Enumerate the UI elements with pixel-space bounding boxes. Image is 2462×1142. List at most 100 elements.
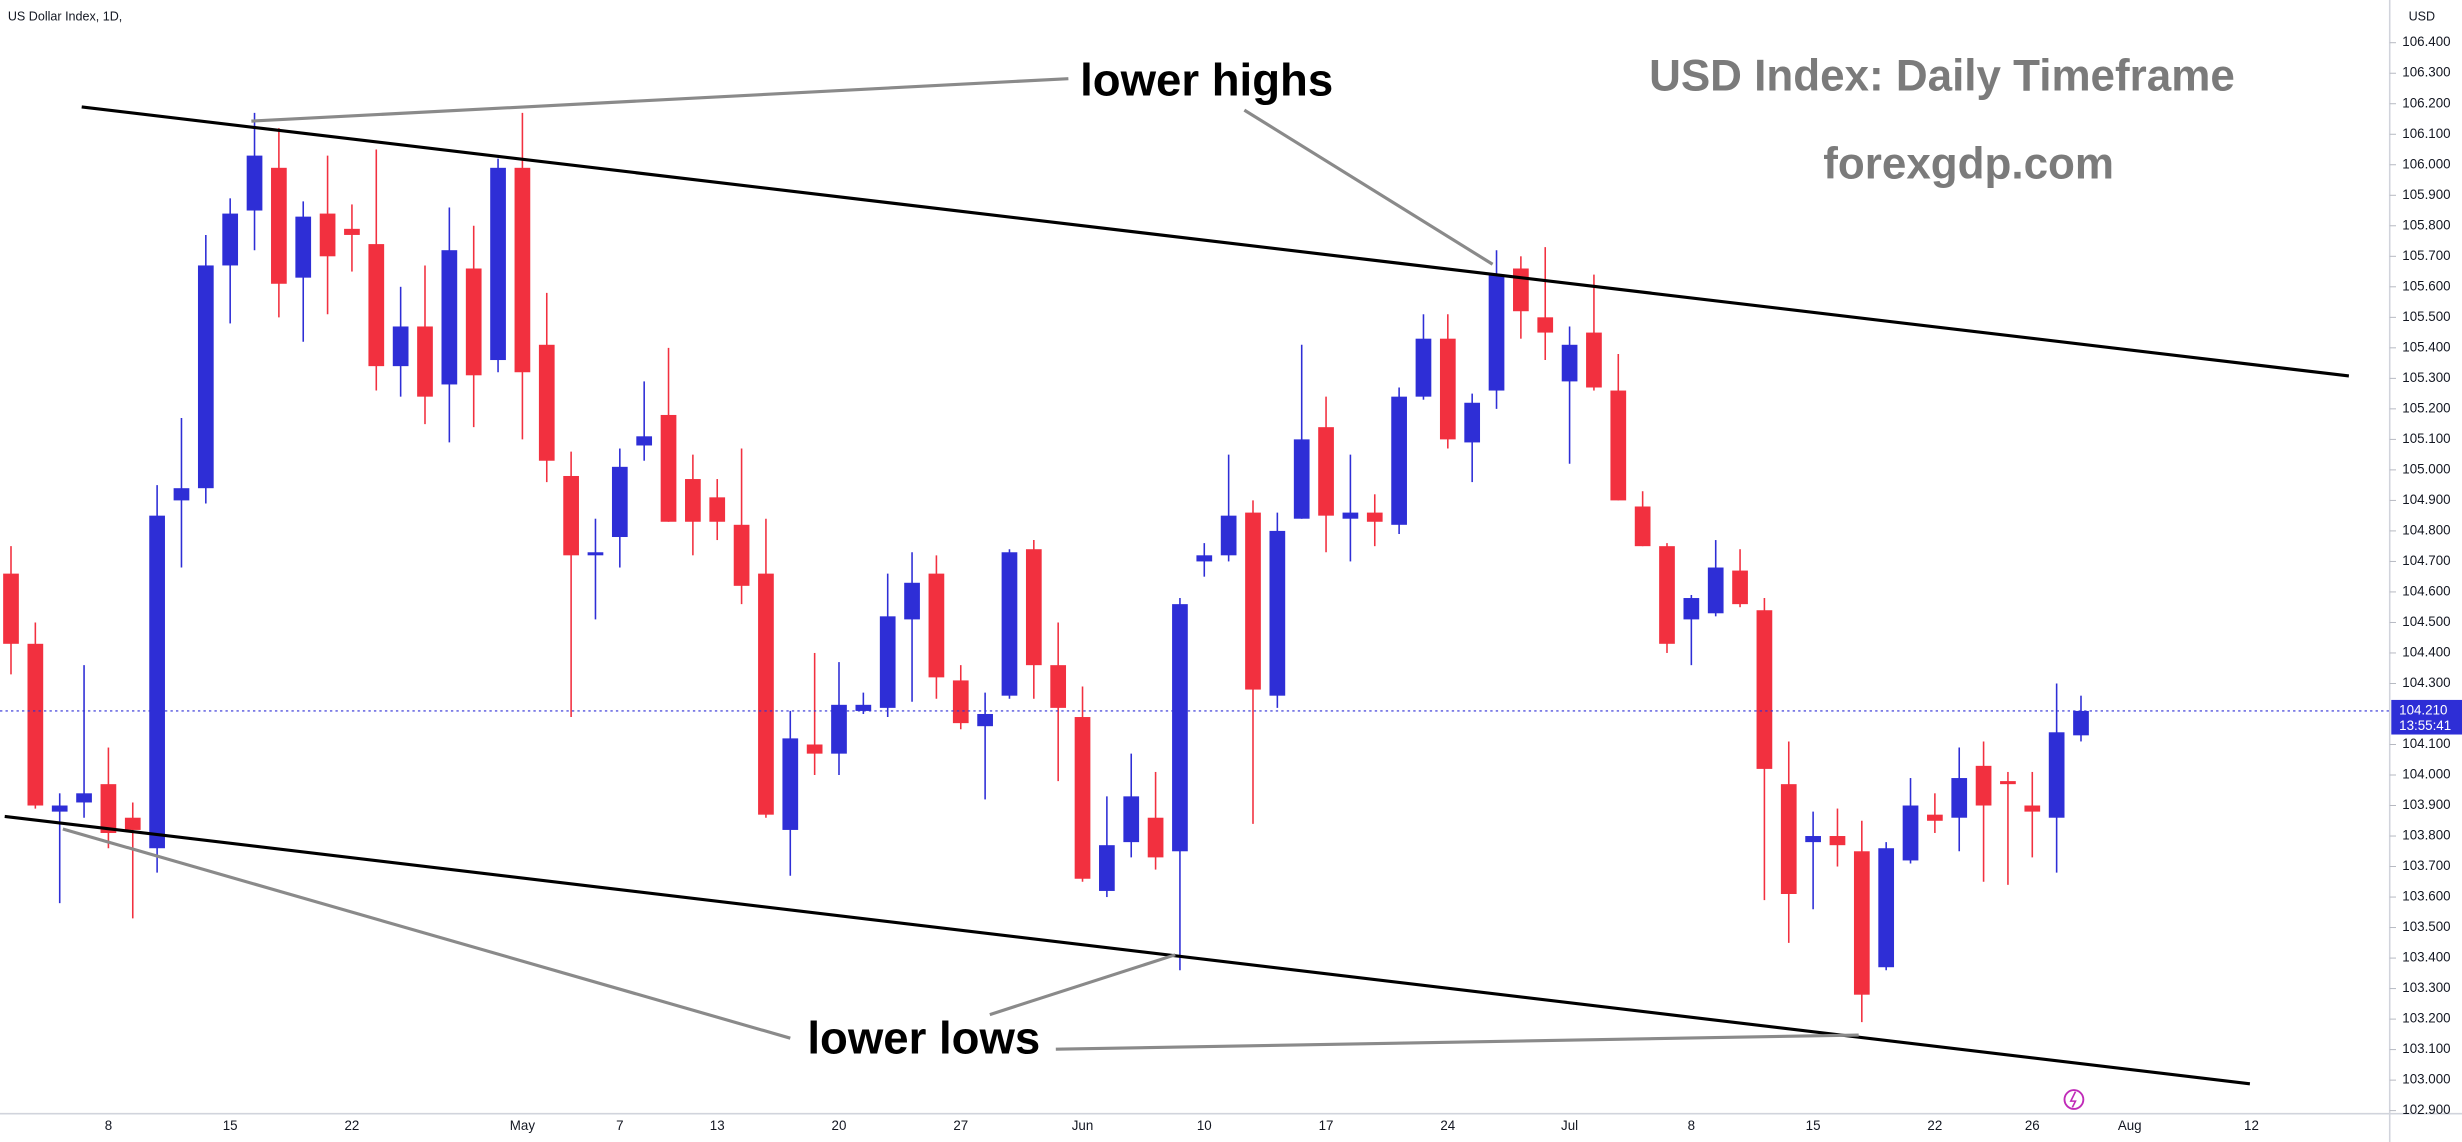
candle-body [709,497,726,522]
pointer-line [251,77,1069,123]
candle-body [1050,665,1067,708]
y-tick-label: 103.300 [2402,980,2450,995]
candle-body [1634,506,1651,547]
candle-body [1488,274,1505,391]
candle-body [295,216,312,278]
last-price-label: 104.210 [2399,702,2447,717]
candle-body [1537,317,1554,333]
x-tick-label: 22 [1927,1118,1942,1133]
candle-body [758,573,774,815]
candle-body [1099,845,1115,891]
candle-body [1001,552,1018,696]
candle-body [1415,338,1432,397]
candle-body [1951,778,1968,818]
x-tick-label: 15 [1806,1118,1821,1133]
candle-body [636,436,653,446]
x-tick-label: 17 [1319,1118,1334,1133]
y-tick-label: 106.000 [2402,156,2450,171]
candle-body [2073,710,2089,736]
alert-icon-bolt [2069,1091,2077,1108]
candle-body [197,265,214,489]
candle-body [392,326,409,367]
y-tick-label: 104.000 [2402,767,2450,782]
candle-body [1683,598,1700,620]
candle-body [1902,805,1919,861]
candle-body [368,244,385,367]
candle-body [1245,512,1261,690]
alert-icon[interactable] [2063,1089,2085,1110]
pointer-line [1055,1033,1859,1051]
candle-body [1293,439,1310,519]
candle-body [1610,390,1627,501]
x-tick-label: 7 [616,1118,623,1133]
candle-body [1269,530,1286,696]
candle-body [100,784,117,833]
candle-body [2048,732,2065,818]
currency-label: USD [2409,10,2436,24]
candle-body [1829,836,1846,846]
x-tick-label: 10 [1197,1118,1212,1133]
candle-body [879,616,896,708]
candle-body [904,582,920,620]
candle-body [246,155,263,211]
y-tick-label: 105.400 [2402,339,2450,354]
x-tick-label: 27 [953,1118,968,1133]
lower-trendline [4,814,2251,1086]
y-tick-label: 103.800 [2402,828,2450,843]
candle-body [3,573,19,644]
candle-body [855,704,872,711]
candle-body [928,573,945,678]
y-tick-label: 103.400 [2402,950,2450,965]
candle-body [1853,851,1870,995]
last-price-box [2391,699,2462,735]
candle-body [685,479,701,522]
y-tick-label: 105.600 [2402,278,2450,293]
y-tick-label: 104.100 [2402,736,2450,751]
pointer-line [62,827,791,1040]
y-tick-label: 106.300 [2402,65,2450,80]
candle-body [806,744,823,754]
candle-body [1464,402,1481,443]
annotation: lower highs [1080,54,1333,105]
y-tick-label: 102.900 [2402,1102,2450,1117]
y-tick-label: 105.500 [2402,309,2450,324]
y-tick-label: 106.400 [2402,34,2450,49]
y-tick-label: 103.100 [2402,1041,2450,1056]
candle-body [831,704,847,754]
candle-body [344,228,360,235]
chart-subtitle: forexgdp.com [1823,139,2114,188]
candle-body [782,738,799,830]
candle-body [587,552,604,556]
y-tick-label: 105.800 [2402,217,2450,232]
x-tick-label: 24 [1440,1118,1455,1133]
candle-body [319,213,336,257]
candle-body [124,817,141,830]
candle-body [1561,344,1578,382]
pointer-line [989,953,1176,1017]
candle-body [76,793,92,803]
candle-body [173,488,190,501]
x-tick-label: 12 [2244,1118,2259,1133]
y-tick-label: 104.700 [2402,553,2450,568]
y-tick-label: 105.200 [2402,400,2450,415]
x-tick-label: 15 [223,1118,238,1133]
candle-body [952,680,969,724]
candle-body [1172,604,1188,852]
y-tick-label: 105.700 [2402,248,2450,263]
countdown-label: 13:55:41 [2399,718,2451,733]
x-tick-label: Jul [1561,1118,1578,1133]
y-tick-label: 104.800 [2402,522,2450,537]
candle-body [465,268,482,376]
candle-body [271,167,287,284]
y-tick-label: 106.100 [2402,126,2450,141]
candle-body [977,713,993,727]
upper-trendline [81,105,2350,378]
x-tick-label: Jun [1072,1118,1094,1133]
candle-body [490,167,506,361]
candle-body [2024,805,2041,812]
x-tick-label: 26 [2025,1118,2040,1133]
y-tick-label: 104.500 [2402,614,2450,629]
y-tick-label: 104.300 [2402,675,2450,690]
